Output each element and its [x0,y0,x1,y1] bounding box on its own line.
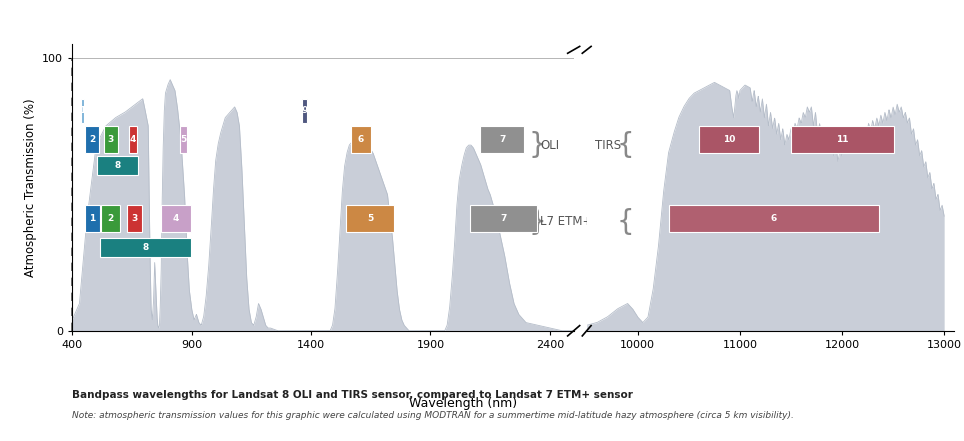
Text: 2: 2 [107,214,114,223]
Text: 6: 6 [771,214,777,223]
Bar [161,205,191,232]
Text: 1: 1 [79,106,86,116]
Text: 4: 4 [130,135,136,144]
Text: 7: 7 [499,135,505,144]
Text: 8: 8 [115,161,120,170]
Text: 10: 10 [723,135,736,144]
Y-axis label: Atmospheric Transmission (%): Atmospheric Transmission (%) [24,98,37,277]
Bar [81,99,85,123]
Text: TIRS: TIRS [595,138,621,152]
Text: 8: 8 [142,243,148,252]
Text: }: } [528,208,546,235]
Text: 9: 9 [302,106,308,116]
Bar [346,205,394,232]
Bar [97,156,138,175]
Bar [790,126,894,153]
Text: 2: 2 [89,135,95,144]
Bar [302,99,308,123]
Bar [669,205,879,232]
Text: Bandpass wavelengths for Landsat 8 OLI and TIRS sensor, compared to Landsat 7 ET: Bandpass wavelengths for Landsat 8 OLI a… [72,390,633,400]
Text: 6: 6 [358,135,364,144]
Bar [128,126,138,153]
Bar [180,126,187,153]
Bar [104,126,118,153]
Text: OLI: OLI [540,138,559,152]
Text: 5: 5 [367,214,373,223]
Bar [99,238,191,257]
Bar [85,205,99,232]
Text: {: { [616,208,634,235]
Text: 3: 3 [108,135,114,144]
Text: 7: 7 [500,214,506,223]
Text: 1: 1 [89,214,95,223]
Bar [351,126,371,153]
Text: L7 ETM+: L7 ETM+ [540,215,593,228]
Bar [85,126,99,153]
Bar [127,205,142,232]
Text: 5: 5 [180,135,186,144]
Text: }: } [528,131,546,159]
Bar [100,205,120,232]
Text: Note: atmospheric transmission values for this graphic were calculated using MOD: Note: atmospheric transmission values fo… [72,411,794,420]
Bar [469,205,537,232]
Bar [699,126,760,153]
Text: Wavelength (nm): Wavelength (nm) [409,397,517,410]
Bar [480,126,524,153]
Text: 3: 3 [132,214,138,223]
Text: {: { [616,131,634,159]
Text: 4: 4 [173,214,179,223]
Text: 11: 11 [837,135,848,144]
